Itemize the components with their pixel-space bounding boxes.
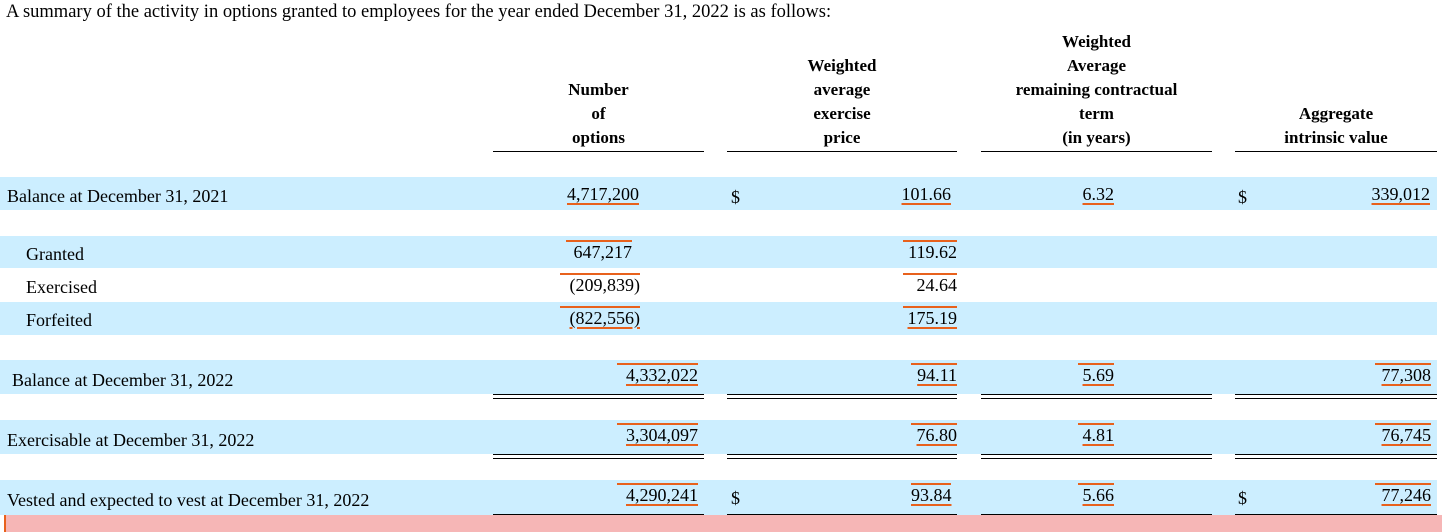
row-band-vested-2022	[0, 480, 1437, 515]
row-label-granted: Granted	[26, 244, 84, 264]
forfeited-price: 175.19	[903, 306, 957, 329]
balance-2022-price: 94.11	[911, 363, 957, 386]
header-number-of-options: Number of options	[493, 78, 704, 152]
exercised-price: 24.64	[903, 273, 957, 296]
total-rule	[727, 454, 957, 459]
vested-2022-price: 93.84	[911, 483, 952, 505]
total-rule	[981, 394, 1212, 399]
forfeited-options: (822,556)	[560, 306, 640, 329]
dollar-sign: $	[1238, 488, 1247, 508]
total-rule	[727, 394, 957, 399]
exercisable-2022-term: 4.81	[1078, 423, 1114, 446]
total-rule	[493, 394, 704, 399]
header-aggregate-intrinsic-value: Aggregate intrinsic value	[1235, 102, 1437, 152]
row-band-balance-2021	[0, 177, 1437, 210]
total-rule	[1235, 394, 1437, 399]
row-label-balance-2022: Balance at December 31, 2022	[12, 370, 234, 390]
row-label-balance-2021: Balance at December 31, 2021	[7, 186, 229, 206]
dollar-sign: $	[731, 187, 740, 207]
row-band-balance-2022	[0, 360, 1437, 394]
row-label-exercisable-2022: Exercisable at December 31, 2022	[7, 430, 255, 450]
header-remaining-contractual-term: Weighted Average remaining contractual term…	[981, 30, 1212, 152]
balance-2022-options: 4,332,022	[617, 363, 698, 386]
balance-2022-term: 5.69	[1078, 363, 1114, 386]
total-rule	[1235, 454, 1437, 459]
row-label-exercised: Exercised	[26, 277, 97, 297]
exercisable-2022-value: 76,745	[1375, 423, 1431, 446]
dollar-sign: $	[731, 488, 740, 508]
granted-options: 647,217	[566, 240, 632, 263]
row-band-forfeited	[0, 302, 1437, 335]
row-band-exercisable-2022	[0, 420, 1437, 454]
header-weighted-average-exercise-price: Weighted average exercise price	[727, 54, 957, 152]
row-label-forfeited: Forfeited	[26, 310, 92, 330]
vested-2022-value: 77,246	[1375, 483, 1431, 506]
row-label-vested-2022: Vested and expected to vest at December …	[7, 490, 370, 510]
balance-2021-term: 6.32	[1082, 184, 1115, 204]
intro-text: A summary of the activity in options gra…	[6, 2, 832, 22]
exercised-options: (209,839)	[560, 273, 640, 296]
exercisable-2022-options: 3,304,097	[617, 423, 698, 446]
total-rule	[981, 454, 1212, 459]
balance-2022-value: 77,308	[1375, 363, 1431, 386]
balance-2021-value: 339,012	[1371, 184, 1431, 204]
vested-2022-options: 4,290,241	[617, 483, 698, 506]
selection-highlight-bar	[4, 515, 1442, 532]
total-rule	[493, 454, 704, 459]
vested-2022-term: 5.66	[1078, 483, 1114, 506]
row-band-granted	[0, 236, 1437, 268]
exercisable-2022-price: 76.80	[911, 423, 957, 446]
balance-2021-options: 4,717,200	[567, 184, 639, 204]
granted-price: 119.62	[903, 240, 957, 263]
balance-2021-price: 101.66	[901, 184, 952, 204]
dollar-sign: $	[1238, 187, 1247, 207]
